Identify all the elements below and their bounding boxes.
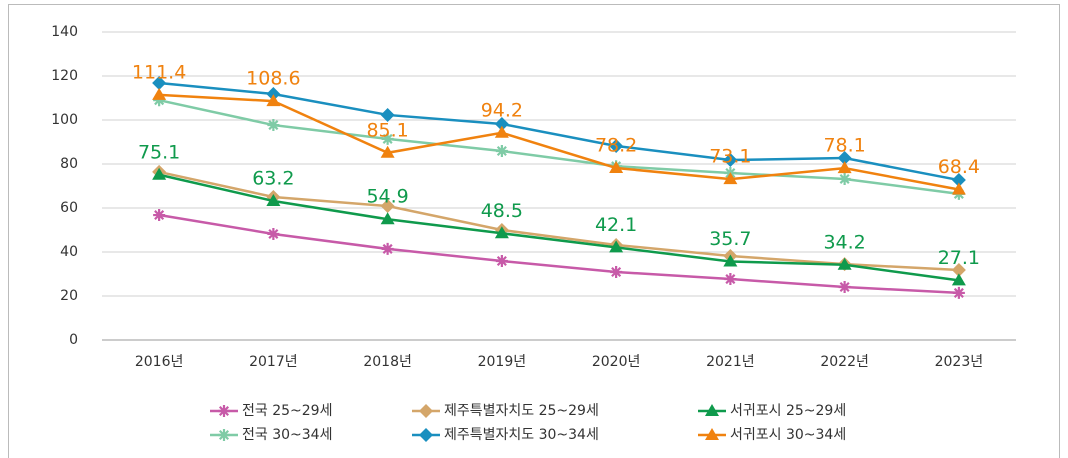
y-tick-label: 40 [60,244,78,260]
y-tick-label: 120 [51,68,78,84]
series-line [159,93,960,191]
y-tick-label: 0 [69,332,78,348]
marker [723,153,738,168]
marker [218,405,230,417]
marker [495,255,508,268]
series-line [159,81,960,182]
marker [495,145,508,158]
marker [609,240,624,253]
series-line [158,173,960,282]
chart-border [8,4,1060,458]
marker [610,266,623,279]
marker [609,138,624,153]
marker [153,209,166,222]
marker [380,145,395,158]
marker [837,161,852,174]
marker [723,254,738,267]
x-tick-label: 2017년 [249,354,298,370]
marker [419,404,433,418]
marker [705,404,719,416]
y-tick-label: 140 [51,24,78,40]
legend-label: 제주특별자치도 25~29세 [444,403,599,419]
marker [380,199,395,214]
y-tick-label: 100 [51,112,78,128]
data-label: 68.4 [938,156,980,178]
marker [152,87,167,100]
series-line [158,98,960,196]
data-label: 111.4 [132,61,186,83]
x-tick-label: 2022년 [820,354,869,370]
data-label: 34.2 [823,231,865,253]
data-label: 35.7 [709,228,751,250]
x-tick-label: 2021년 [706,354,755,370]
data-label: 75.1 [138,141,180,163]
data-label: 94.2 [481,99,523,121]
y-tick-label: 80 [60,156,78,172]
data-label: 78.2 [595,134,637,156]
marker [266,94,281,107]
marker [724,273,737,286]
legend-label: 제주특별자치도 30~34세 [444,427,599,443]
marker [267,119,280,132]
marker [951,182,966,195]
marker [838,280,851,293]
marker [951,273,966,286]
series-line [158,170,959,272]
marker [267,227,280,240]
y-tick-label: 60 [60,200,78,216]
marker [494,116,509,131]
data-label: 85.1 [366,119,408,141]
marker [837,151,852,166]
x-tick-label: 2019년 [478,354,527,370]
marker [152,167,167,180]
marker [705,428,719,440]
x-tick-label: 2023년 [935,354,984,370]
marker [152,76,167,91]
marker [951,263,966,278]
data-label: 48.5 [481,200,523,222]
data-label: 27.1 [938,247,980,269]
data-label: 78.1 [823,135,865,157]
data-label: 42.1 [595,214,637,236]
legend-label: 서귀포시 30~34세 [730,427,846,443]
marker [381,242,394,255]
legend-label: 전국 25~29세 [242,403,332,419]
marker [951,173,966,188]
marker [609,160,624,173]
marker [380,212,395,225]
x-tick-label: 2016년 [135,354,184,370]
marker [218,429,230,441]
marker [380,107,395,122]
marker [266,193,281,206]
data-label: 73.1 [709,146,751,168]
marker [837,257,852,270]
series-line [158,213,959,295]
marker [494,125,509,138]
data-label: 108.6 [246,68,300,90]
data-label: 54.9 [366,186,408,208]
marker [952,286,965,299]
marker [723,172,738,185]
x-tick-label: 2018년 [363,354,412,370]
legend-label: 서귀포시 25~29세 [730,403,846,419]
data-label: 63.2 [252,167,294,189]
marker [419,428,433,442]
marker [153,94,166,107]
marker [838,172,851,185]
x-tick-label: 2020년 [592,354,641,370]
y-tick-label: 20 [60,288,78,304]
marker [494,226,509,239]
marker [266,87,281,102]
legend-label: 전국 30~34세 [242,427,332,443]
marker [381,132,394,145]
